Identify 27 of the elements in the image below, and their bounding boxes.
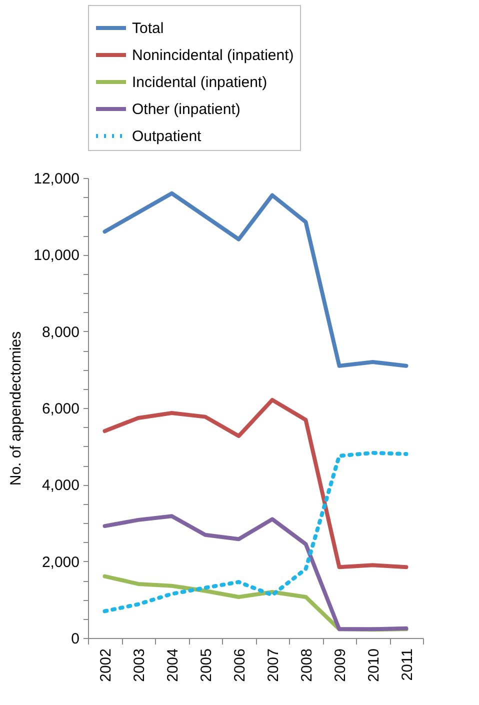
line-series [102,398,408,570]
x-tick-label: 2005 [198,648,215,682]
x-tick-label: 2009 [332,648,349,682]
y-axis-title: No. of appendectomies [8,331,25,486]
y-tick-label: 2,000 [42,554,80,571]
y-tick-label: 12,000 [34,170,80,188]
legend-label: Nonincidental (inpatient) [132,47,294,64]
x-tick-label: 2011 [398,648,416,681]
x-tick-label: 2008 [298,648,316,682]
x-tick-label: 2007 [264,648,282,682]
y-tick-label: 10,000 [34,247,80,264]
y-tick-label: 4,000 [42,477,80,494]
y-tick-label: 6,000 [42,400,80,418]
line-series [102,191,408,368]
x-tick-label: 2004 [164,648,182,682]
x-tick-label: 2010 [365,648,382,682]
legend-label: Total [132,20,164,37]
line-series [102,514,408,632]
line-series [102,450,408,614]
legend-label: Outpatient [132,128,202,145]
x-tick-label: 2002 [97,648,114,682]
legend-label: Incidental (inpatient) [132,74,268,91]
x-tick-label: 2006 [231,648,248,682]
x-tick-label: 2003 [130,648,148,682]
legend-label: Other (inpatient) [132,101,240,118]
y-tick-label: 0 [71,630,80,648]
y-tick-label: 8,000 [42,324,80,341]
